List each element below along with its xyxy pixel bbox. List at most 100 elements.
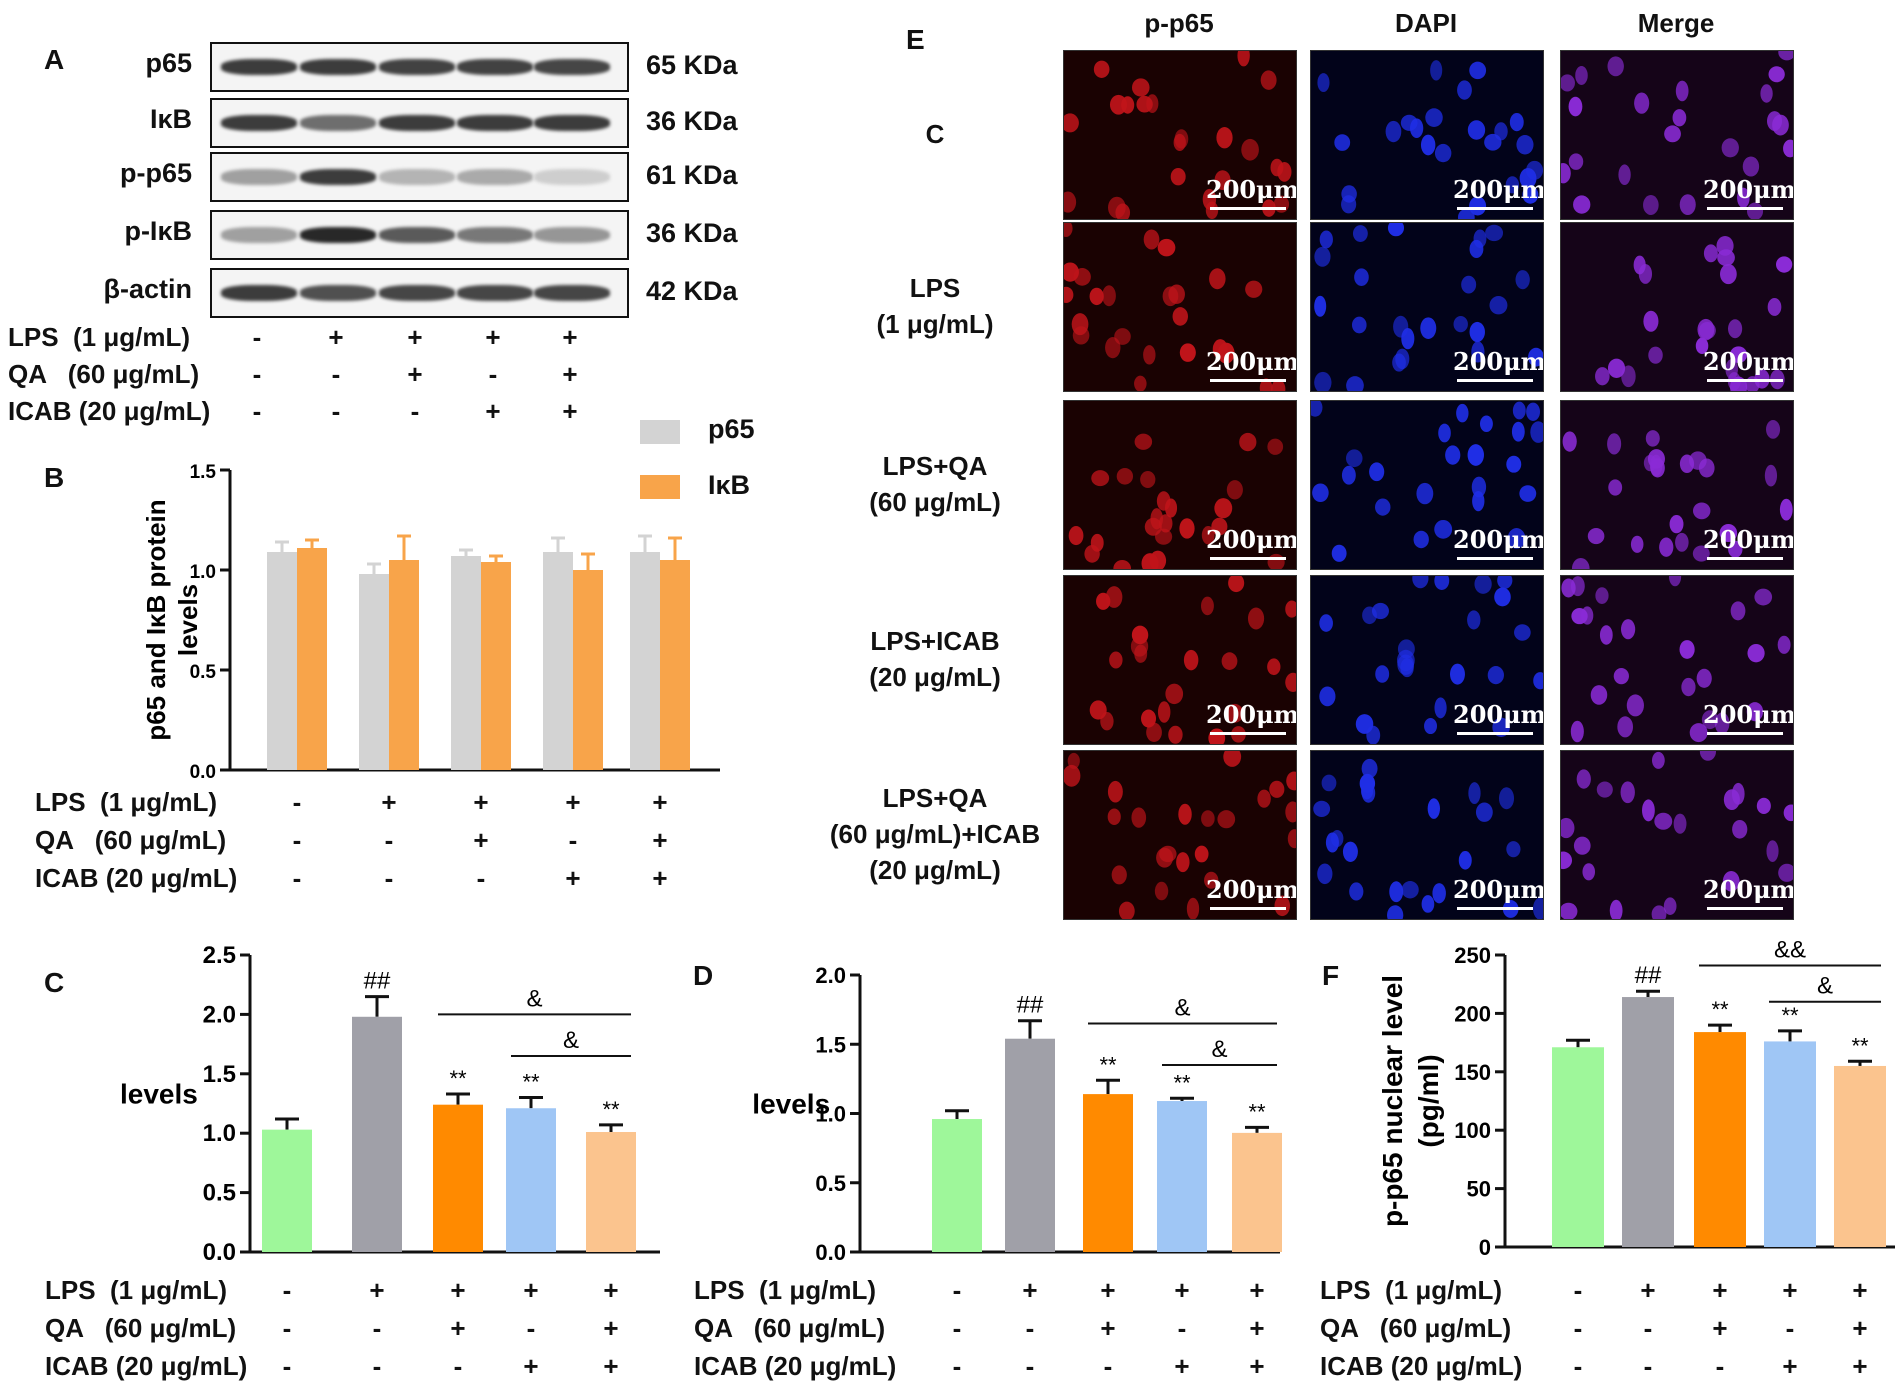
nucleus: [1613, 667, 1629, 685]
nucleus: [1342, 841, 1358, 862]
nucleus: [1618, 164, 1631, 185]
treatment-sign: +: [523, 1275, 539, 1305]
nucleus: [1154, 528, 1173, 545]
nucleus: [1131, 807, 1147, 828]
nucleus: [1317, 863, 1333, 885]
nucleus: [1412, 576, 1429, 589]
nucleus: [1352, 225, 1368, 242]
blot-band: [457, 285, 533, 301]
nucleus: [1679, 640, 1695, 659]
nuclei-layer: [1314, 223, 1543, 391]
blot-band: [300, 169, 376, 185]
nucleus: [1194, 845, 1209, 863]
nucleus: [1568, 96, 1583, 117]
significance-label: **: [449, 1066, 467, 1091]
nucleus: [1561, 74, 1575, 92]
nucleus: [1113, 560, 1132, 569]
bar-IκB: [481, 562, 511, 770]
scalebar-label: 200μm: [1703, 525, 1794, 554]
blot-band: [457, 59, 533, 75]
nucleus: [1216, 127, 1233, 149]
nucleus: [1664, 125, 1681, 143]
nucleus: [1467, 444, 1485, 466]
nucleus: [1179, 343, 1196, 362]
treatment-sign: +: [407, 322, 423, 352]
treatment-sign: +: [328, 322, 344, 352]
nucleus: [1178, 803, 1192, 825]
panel-d-letter: D: [693, 960, 714, 991]
nucleus: [1072, 326, 1090, 345]
nucleus: [1461, 275, 1477, 294]
nucleus: [1108, 196, 1126, 219]
nuclei-layer: [1313, 758, 1543, 919]
comparison-label: &&: [1774, 940, 1806, 964]
nucleus: [1397, 654, 1415, 675]
treatment-label: QA (60 μg/mL): [694, 1313, 886, 1343]
blot-band: [534, 227, 610, 243]
nucleus: [1223, 751, 1242, 767]
nucleus: [1317, 73, 1330, 93]
treatment-sign: -: [1643, 1313, 1653, 1343]
treatment-sign: +: [1100, 1275, 1116, 1305]
nucleus: [1630, 535, 1644, 553]
bar: [586, 1132, 636, 1252]
nucleus: [1424, 717, 1438, 735]
nucleus: [1692, 545, 1710, 562]
nucleus: [1645, 430, 1660, 447]
nucleus: [1663, 897, 1677, 915]
microscopy-column-title: Merge: [1637, 8, 1715, 38]
bar: [1157, 1101, 1207, 1252]
nucleus: [1430, 60, 1443, 81]
treatment-sign: -: [476, 863, 486, 893]
nucleus: [1387, 223, 1405, 237]
nucleus: [1679, 194, 1696, 216]
nuclei-layer: [1064, 751, 1296, 919]
nucleus: [1168, 725, 1183, 744]
nucleus: [1573, 836, 1591, 855]
nucleus: [1620, 619, 1636, 640]
nucleus: [1130, 636, 1149, 657]
nucleus: [1389, 881, 1404, 903]
y-tick-label: 2.0: [203, 1001, 236, 1028]
significance-label: ##: [1635, 962, 1662, 989]
blot-band: [221, 59, 297, 75]
nucleus: [1341, 185, 1357, 203]
nucleus: [1778, 863, 1793, 882]
treatment-sign: +: [1852, 1351, 1868, 1381]
treatment-sign: +: [565, 863, 581, 893]
treatment-sign: -: [384, 825, 394, 855]
nucleus: [1176, 852, 1190, 873]
microscopy-image: 200μm: [1560, 400, 1794, 570]
scalebar-line: [1457, 557, 1533, 560]
microscopy-row-label: LPS (1 μg/mL): [876, 273, 994, 339]
nucleus: [1730, 601, 1746, 621]
nucleus: [1313, 800, 1331, 818]
significance-label: **: [602, 1097, 620, 1122]
bar-IκB: [660, 560, 690, 770]
nuclei-layer: [1561, 576, 1791, 743]
nucleus: [1471, 341, 1485, 363]
nucleus: [1270, 158, 1284, 177]
nucleus: [1775, 256, 1793, 273]
nucleus: [1140, 471, 1156, 488]
nucleus: [1134, 375, 1147, 391]
treatment-sign: -: [488, 359, 498, 389]
significance-label: **: [1248, 1099, 1266, 1124]
nuclei-layer: [1561, 51, 1793, 219]
nucleus: [1562, 431, 1577, 452]
nucleus: [1274, 895, 1291, 917]
microscopy-image: 200μm: [1063, 400, 1297, 570]
treatment-sign: -: [952, 1275, 962, 1305]
blot-row-label: IκB: [149, 104, 192, 134]
blot-kda-label: 65 KDa: [646, 50, 738, 80]
nucleus: [1641, 799, 1655, 822]
nucleus: [1489, 296, 1508, 315]
nucleus: [1772, 114, 1789, 136]
nucleus: [1064, 191, 1077, 213]
nucleus: [1561, 162, 1571, 184]
nucleus: [1746, 702, 1764, 722]
treatment-sign: -: [252, 359, 262, 389]
nucleus: [1287, 829, 1296, 849]
nucleus: [1157, 701, 1171, 723]
treatment-sign: -: [372, 1351, 382, 1381]
